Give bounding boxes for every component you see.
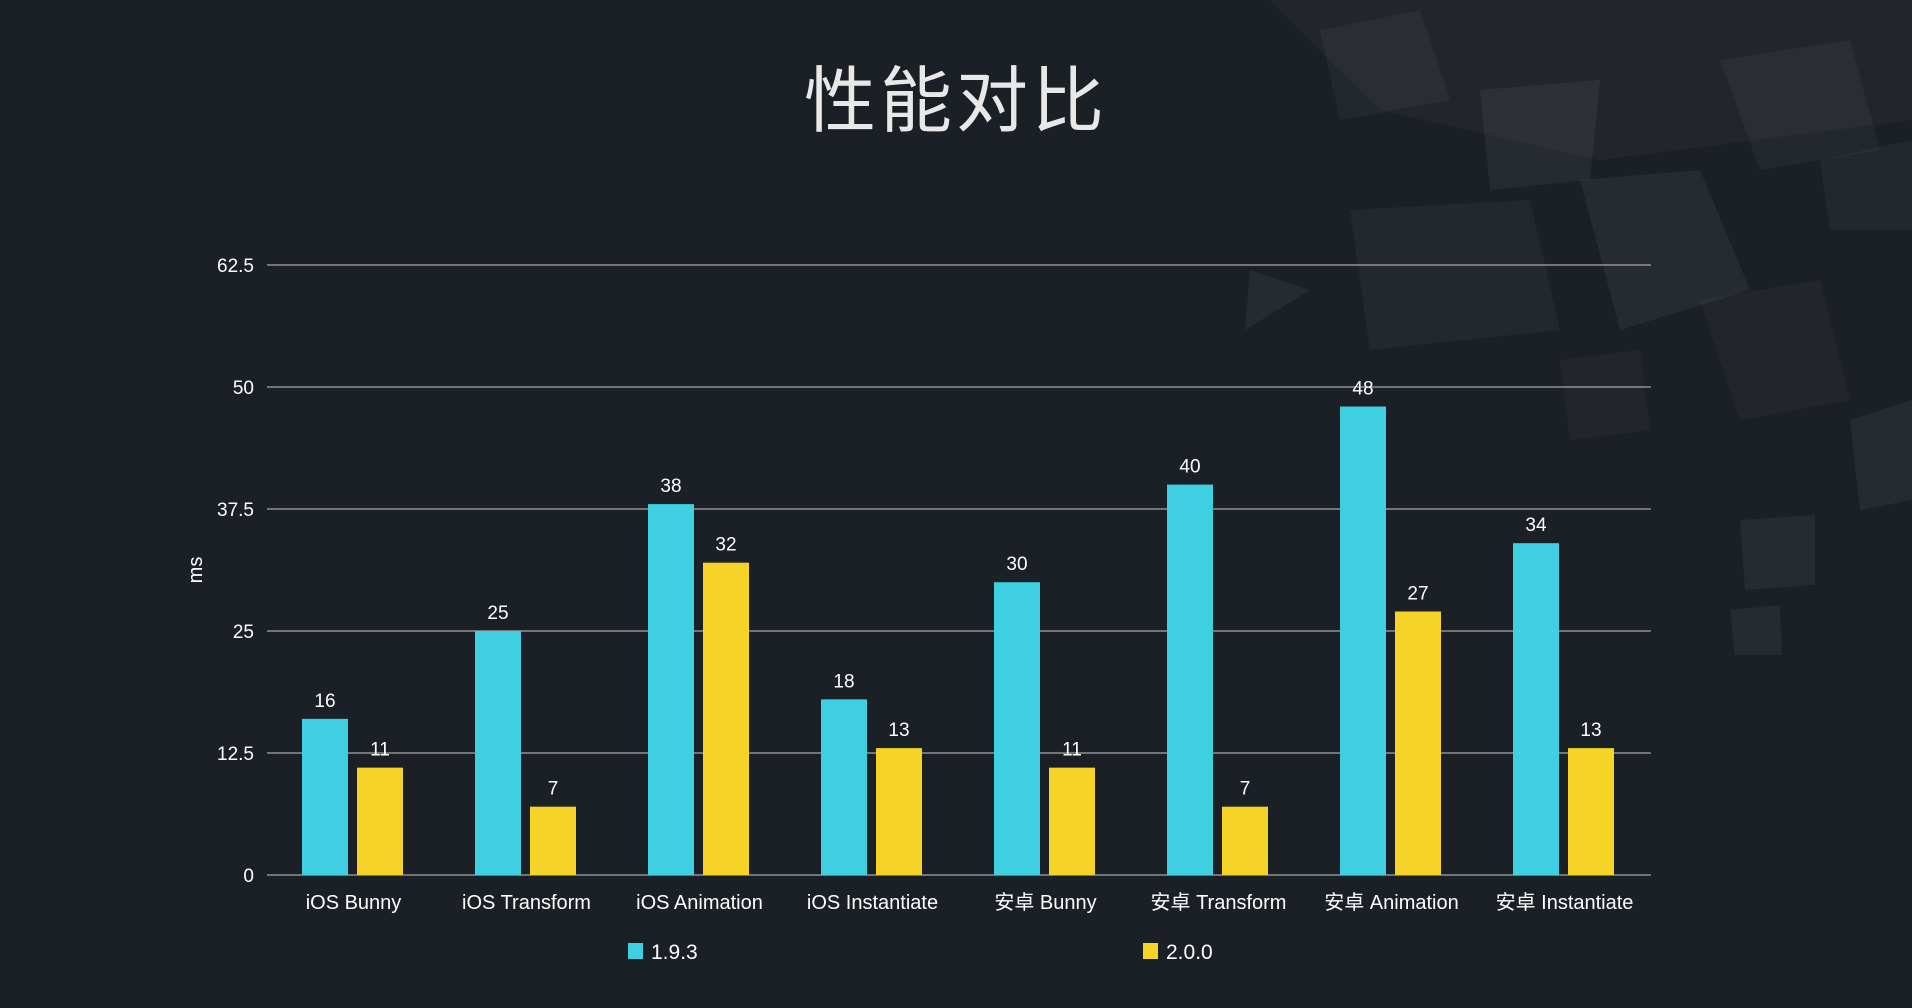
data-label: 13 [1580, 720, 1601, 741]
data-label: 11 [1062, 740, 1082, 761]
y-tick-label: 12.5 [217, 744, 254, 765]
bar-1.9.3 [302, 718, 348, 875]
data-label: 30 [1006, 554, 1027, 575]
bar-1.9.3 [821, 699, 867, 875]
data-label: 11 [370, 740, 390, 761]
bar-1.9.3 [1340, 406, 1386, 875]
x-tick-label: 安卓 Instantiate [1496, 891, 1634, 914]
chart-title: 性能对比 [803, 59, 1108, 143]
data-label: 48 [1352, 379, 1373, 400]
bar-2.0.0 [530, 806, 576, 875]
bar-2.0.0 [1395, 611, 1441, 875]
x-tick-label: 安卓 Transform [1151, 891, 1287, 914]
data-label: 25 [487, 603, 508, 624]
data-label: 34 [1525, 515, 1547, 536]
data-label: 32 [715, 535, 736, 556]
data-label: 16 [314, 691, 335, 712]
bar-1.9.3 [994, 582, 1040, 875]
data-label: 38 [660, 476, 681, 497]
bar-2.0.0 [876, 748, 922, 875]
y-tick-label: 25 [233, 622, 254, 643]
bar-1.9.3 [1513, 543, 1559, 875]
x-tick-label: iOS Instantiate [807, 892, 938, 914]
x-tick-label: iOS Transform [462, 892, 591, 914]
legend-label: 2.0.0 [1166, 941, 1213, 964]
y-tick-label: 62.5 [217, 256, 254, 277]
bar-1.9.3 [648, 504, 694, 875]
data-label: 18 [833, 671, 854, 692]
data-label: 7 [548, 779, 559, 800]
bar-2.0.0 [1049, 767, 1095, 875]
x-tick-label: iOS Animation [636, 892, 763, 914]
legend-label: 1.9.3 [651, 941, 698, 964]
x-tick-label: iOS Bunny [306, 892, 402, 914]
bar-2.0.0 [1222, 806, 1268, 875]
data-label: 13 [888, 720, 909, 741]
data-label: 40 [1179, 457, 1200, 478]
y-tick-label: 37.5 [217, 500, 254, 521]
data-label: 27 [1407, 583, 1428, 604]
bar-2.0.0 [703, 562, 749, 875]
y-tick-label: 0 [243, 866, 254, 887]
x-tick-label: 安卓 Bunny [994, 891, 1096, 914]
x-tick-label: 安卓 Animation [1324, 891, 1459, 914]
y-axis-label: ms [185, 557, 207, 584]
bar-1.9.3 [475, 631, 521, 875]
legend-swatch-2.0.0 [1143, 943, 1158, 959]
bar-2.0.0 [357, 767, 403, 875]
bar-1.9.3 [1167, 484, 1213, 875]
legend-swatch-1.9.3 [628, 943, 643, 959]
data-label: 7 [1240, 779, 1251, 800]
y-tick-label: 50 [233, 378, 254, 399]
bar-2.0.0 [1568, 748, 1614, 875]
